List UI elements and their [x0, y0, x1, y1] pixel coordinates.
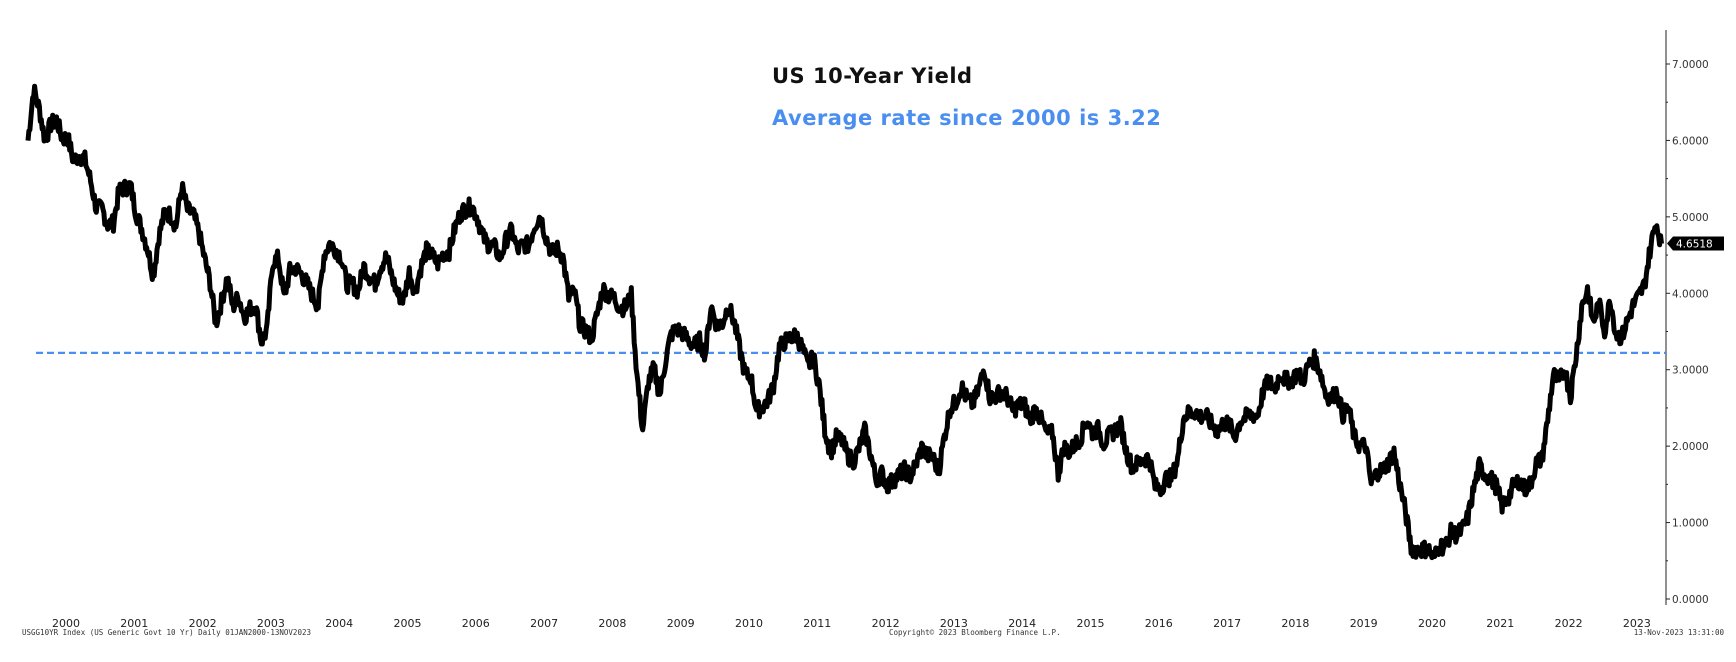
y-tick-label: 2.0000 [1672, 441, 1709, 453]
y-tick-label: 7.0000 [1672, 59, 1709, 71]
x-tick-label: 2022 [1555, 617, 1583, 630]
x-tick-label: 2020 [1418, 617, 1446, 630]
x-tick-label: 2001 [120, 617, 148, 630]
y-tick-label: 1.0000 [1672, 518, 1709, 530]
x-tick-label: 2006 [462, 617, 490, 630]
x-tick-label: 2017 [1213, 617, 1241, 630]
x-tick-label: 2008 [598, 617, 626, 630]
x-tick-label: 2004 [325, 617, 353, 630]
footer-source: USGG10YR Index (US Generic Govt 10 Yr) D… [22, 628, 311, 637]
x-tick-label: 2002 [189, 617, 217, 630]
x-tick-label: 2016 [1145, 617, 1173, 630]
y-tick-label: 3.0000 [1672, 365, 1709, 377]
x-tick-label: 2013 [940, 617, 968, 630]
x-tick-label: 2019 [1350, 617, 1378, 630]
x-tick-label: 2010 [735, 617, 763, 630]
y-tick-label: 5.0000 [1672, 212, 1709, 224]
x-tick-label: 2003 [257, 617, 285, 630]
footer-timestamp: 13-Nov-2023 13:31:00 [1633, 628, 1724, 637]
x-tick-label: 2021 [1486, 617, 1514, 630]
x-tick-label: 2015 [1077, 617, 1105, 630]
x-tick-label: 2007 [530, 617, 558, 630]
x-tick-label: 2023 [1623, 617, 1651, 630]
x-tick-label: 2000 [52, 617, 80, 630]
x-tick-label: 2005 [394, 617, 422, 630]
x-tick-label: 2011 [803, 617, 831, 630]
x-tick-label: 2012 [872, 617, 900, 630]
y-tick-label: 0.0000 [1672, 594, 1709, 606]
footer-copyright: Copyright© 2023 Bloomberg Finance L.P. [889, 628, 1061, 637]
x-tick-label: 2018 [1281, 617, 1309, 630]
y-tick-label: 6.0000 [1672, 135, 1709, 147]
last-value-badge [1667, 236, 1724, 251]
chart-subtitle: Average rate since 2000 is 3.22 [772, 106, 1162, 130]
x-tick-label: 2009 [667, 617, 695, 630]
y-tick-label: 4.0000 [1672, 288, 1709, 300]
yield-series-line [25, 83, 1664, 561]
last-value-label: 4.6518 [1676, 238, 1713, 250]
chart-title: US 10-Year Yield [772, 64, 973, 88]
x-tick-label: 2014 [1008, 617, 1036, 630]
